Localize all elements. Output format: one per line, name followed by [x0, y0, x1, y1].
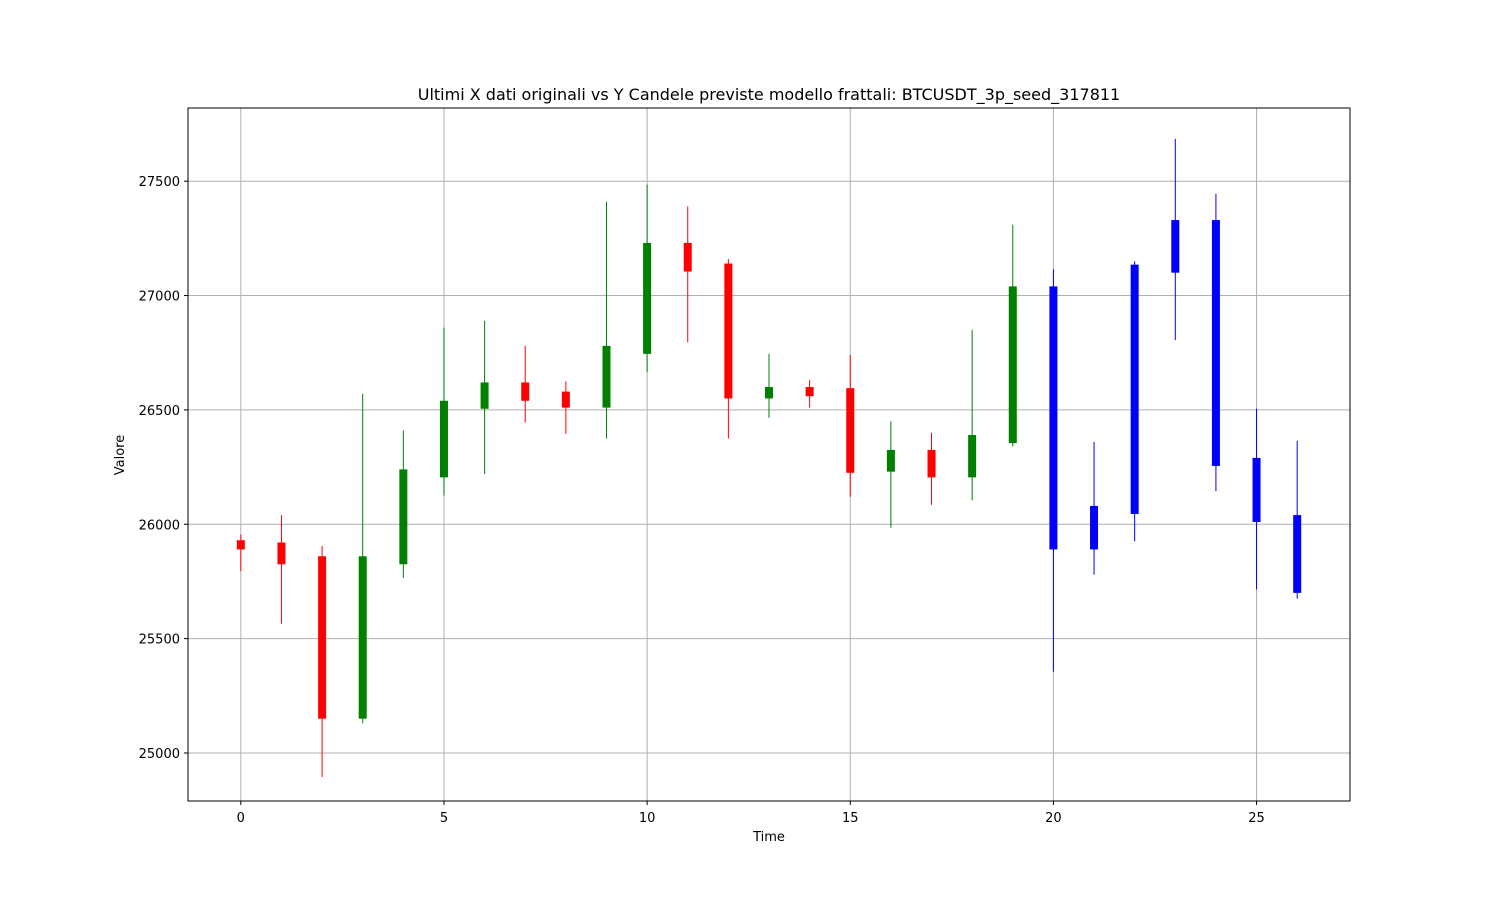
candle-body: [236, 540, 245, 550]
candle: [602, 201, 611, 439]
candle-body: [480, 382, 489, 409]
candle-body: [968, 435, 977, 478]
candle: [765, 353, 773, 418]
ticks: 0 5 10 15 20 25 25000 25500 26000 26500 27000 27500: [139, 175, 1265, 826]
candle-body: [683, 242, 692, 272]
candle: [521, 345, 530, 423]
candle: [643, 184, 652, 373]
candle-body: [358, 556, 367, 719]
candle-body: [521, 382, 530, 401]
candle-body: [846, 388, 855, 473]
candle-body: [1171, 220, 1180, 273]
candle-body: [602, 345, 611, 408]
predicted-candle: [1211, 193, 1220, 492]
candle: [886, 421, 895, 528]
candle: [724, 258, 733, 439]
y-tick-label: 27000: [139, 290, 180, 305]
y-tick-label: 25000: [139, 747, 180, 762]
x-tick-label: 10: [639, 811, 656, 826]
y-tick-label: 26500: [139, 404, 180, 419]
candle: [480, 320, 489, 474]
candle-body: [1130, 264, 1139, 514]
candle-body: [439, 400, 448, 478]
x-tick-label: 25: [1248, 811, 1265, 826]
predicted-candle: [1090, 441, 1099, 575]
x-axis-label: Time: [752, 830, 785, 845]
predicted-candle: [1130, 261, 1139, 542]
x-tick-label: 5: [440, 811, 448, 826]
candle: [846, 355, 855, 497]
candle: [1008, 224, 1017, 447]
predicted-candle: [1049, 269, 1058, 672]
candle-body: [1293, 515, 1302, 593]
candle-body: [805, 387, 814, 397]
candle-body: [1049, 286, 1058, 550]
candle: [236, 534, 245, 572]
candle: [399, 430, 408, 579]
candle-body: [399, 469, 408, 565]
plot-frame: [187, 107, 1351, 802]
y-tick-label: 27500: [139, 175, 180, 190]
y-axis-label: Valore: [113, 435, 128, 475]
candle-body: [561, 391, 570, 408]
candle-body: [1211, 220, 1220, 466]
candle: [358, 393, 367, 724]
x-tick-label: 20: [1045, 811, 1062, 826]
candle-body: [886, 449, 895, 472]
candle: [968, 329, 977, 501]
candle: [805, 380, 814, 408]
predicted-candle: [1252, 408, 1261, 590]
candle-body: [724, 263, 733, 399]
x-tick-label: 0: [237, 811, 245, 826]
chart-title: Ultimi X dati originali vs Y Candele pre…: [418, 85, 1120, 105]
candle-body: [1008, 286, 1017, 444]
candle-body: [1090, 505, 1099, 550]
candle: [561, 381, 570, 434]
candles: [236, 138, 1302, 777]
candle: [277, 515, 286, 624]
candle-body: [277, 542, 286, 565]
candle: [439, 327, 448, 496]
candle: [927, 432, 936, 505]
y-tick-label: 25500: [139, 633, 180, 648]
candle-body: [643, 242, 652, 354]
candle: [683, 206, 692, 343]
candle: [318, 545, 327, 777]
y-tick-label: 26000: [139, 518, 180, 533]
candle-body: [765, 387, 773, 399]
candle-body: [927, 449, 936, 478]
predicted-candle: [1171, 138, 1180, 341]
candle-body: [1252, 457, 1261, 522]
x-tick-label: 15: [842, 811, 859, 826]
predicted-candle: [1293, 440, 1302, 599]
candle-body: [318, 556, 327, 719]
